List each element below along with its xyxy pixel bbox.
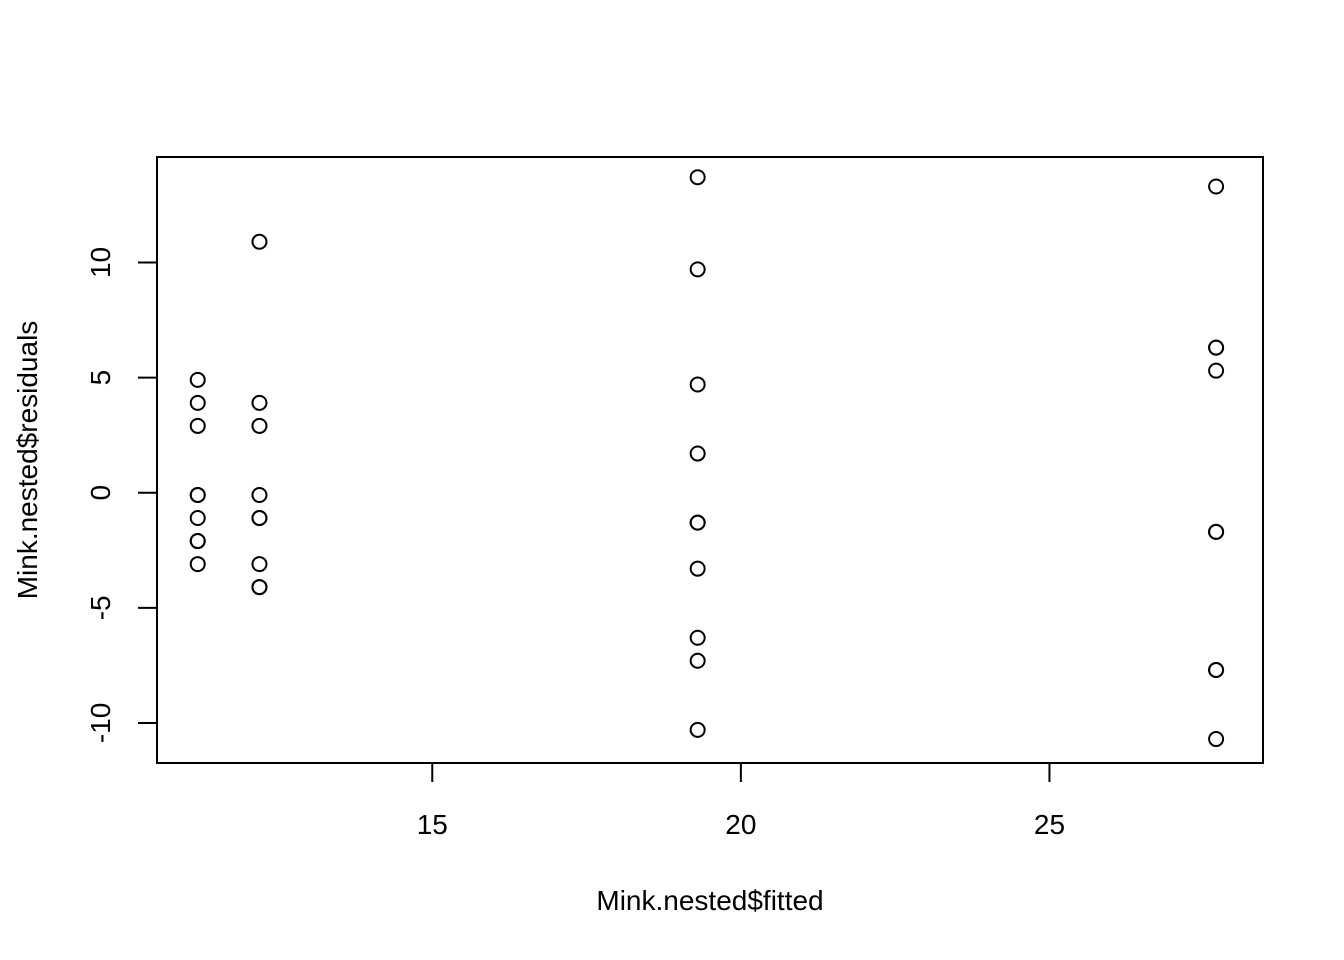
data-point bbox=[689, 376, 706, 393]
y-tick-label: -10 bbox=[85, 703, 116, 743]
y-tick-label: -5 bbox=[85, 595, 116, 620]
data-point bbox=[251, 556, 268, 573]
data-point bbox=[1208, 339, 1225, 356]
data-point bbox=[689, 721, 706, 738]
data-point bbox=[189, 417, 206, 434]
data-point bbox=[189, 371, 206, 388]
x-axis-label: Mink.nested$fitted bbox=[596, 885, 823, 916]
data-point bbox=[689, 514, 706, 531]
data-point bbox=[189, 486, 206, 503]
data-point bbox=[1208, 523, 1225, 540]
data-point bbox=[251, 233, 268, 250]
data-point bbox=[689, 445, 706, 462]
data-point bbox=[689, 629, 706, 646]
data-points bbox=[189, 169, 1225, 748]
x-tick-label: 20 bbox=[725, 809, 756, 840]
y-tick-label: 5 bbox=[85, 370, 116, 386]
x-tick-label: 15 bbox=[417, 809, 448, 840]
data-point bbox=[1208, 178, 1225, 195]
x-tick-label: 25 bbox=[1034, 809, 1065, 840]
data-point bbox=[251, 417, 268, 434]
data-point bbox=[189, 394, 206, 411]
data-point bbox=[251, 486, 268, 503]
data-point bbox=[1208, 362, 1225, 379]
data-point bbox=[189, 533, 206, 550]
data-point bbox=[1208, 731, 1225, 748]
x-axis: 15 20 25 bbox=[417, 762, 1065, 840]
data-point bbox=[251, 394, 268, 411]
y-axis-label: Mink.nested$residuals bbox=[12, 321, 43, 600]
data-point bbox=[689, 652, 706, 669]
data-point bbox=[251, 510, 268, 527]
data-point bbox=[189, 510, 206, 527]
y-axis: -10 -5 0 5 10 bbox=[85, 247, 158, 743]
data-point bbox=[189, 556, 206, 573]
data-point bbox=[251, 579, 268, 596]
data-point bbox=[689, 169, 706, 186]
data-point bbox=[689, 261, 706, 278]
y-tick-label: 0 bbox=[85, 485, 116, 501]
data-point bbox=[689, 560, 706, 577]
y-tick-label: 10 bbox=[85, 247, 116, 278]
data-point bbox=[1208, 661, 1225, 678]
